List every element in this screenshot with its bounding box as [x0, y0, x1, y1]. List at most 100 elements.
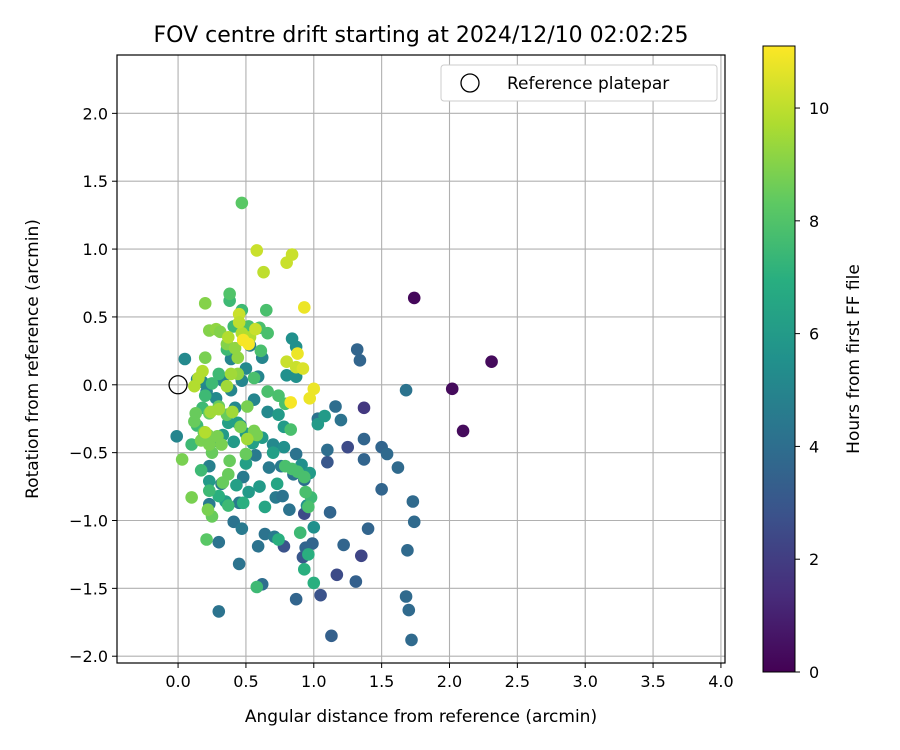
- x-tick-label: 0.5: [233, 672, 258, 691]
- x-tick-label: 3.0: [572, 672, 597, 691]
- scatter-point: [259, 303, 273, 317]
- scatter-point: [201, 503, 215, 516]
- scatter-point: [170, 430, 184, 443]
- colorbar-tick-label: 0: [809, 663, 819, 682]
- scatter-point: [250, 244, 264, 257]
- scatter-point: [239, 447, 253, 461]
- reference-marker: [168, 375, 188, 395]
- scatter-point: [212, 535, 226, 549]
- scatter-point: [216, 476, 230, 489]
- scatter-point: [202, 484, 216, 497]
- scatter-point: [226, 405, 239, 419]
- plot-frame: [116, 54, 726, 664]
- scatter-point: [297, 470, 311, 484]
- x-tick-label: 2.5: [505, 672, 530, 691]
- scatter-point: [350, 343, 364, 356]
- legend: Reference platepar: [440, 64, 718, 102]
- y-tick-label: −1.0: [69, 512, 108, 531]
- scatter-point: [296, 362, 310, 375]
- scatter-point: [266, 446, 280, 459]
- scatter-point: [257, 265, 270, 279]
- scatter-point: [405, 633, 418, 647]
- scatter-point: [375, 482, 388, 496]
- colorbar-label: Hours from first FF file: [844, 264, 864, 454]
- scatter-point: [407, 291, 421, 305]
- scatter-point: [230, 478, 243, 492]
- x-tick-label: 0.0: [165, 672, 190, 691]
- scatter-point: [236, 333, 250, 347]
- scatter-point: [289, 592, 303, 606]
- scatter-point: [253, 480, 266, 493]
- scatter-point: [262, 461, 276, 474]
- scatter-point: [212, 605, 226, 618]
- scatter-point: [391, 461, 405, 474]
- scatter-point: [249, 322, 262, 336]
- scatter-point: [293, 526, 307, 540]
- scatter-point: [221, 330, 235, 344]
- y-tick-label: 2.0: [83, 104, 108, 123]
- scatter-point: [204, 405, 217, 419]
- scatter-point: [399, 383, 413, 397]
- scatter-point: [303, 392, 317, 405]
- scatter-point: [321, 455, 334, 469]
- scatter-point: [232, 557, 246, 571]
- x-tick-label: 2.0: [437, 672, 462, 691]
- legend-box: [440, 64, 718, 102]
- scatter-point: [250, 428, 264, 442]
- legend-marker-icon: [460, 73, 480, 93]
- x-tick-label: 4.0: [708, 672, 733, 691]
- scatter-point: [185, 491, 198, 504]
- scatter-point: [349, 575, 363, 588]
- scatter-point: [291, 347, 304, 360]
- scatter-point: [307, 576, 321, 590]
- scatter-point: [318, 409, 331, 423]
- scatter-point: [456, 424, 470, 438]
- scatter-point: [334, 413, 348, 427]
- scatter-point: [323, 506, 337, 519]
- scatter-point: [399, 590, 413, 603]
- x-axis-ticks: 0.0 0.5 1.0 1.5 2.0 2.5 3.0 3.5 4.0: [165, 663, 734, 691]
- scatter-point: [307, 382, 321, 396]
- scatter-point: [299, 485, 312, 499]
- scatter-point: [198, 297, 212, 310]
- scatter-point: [354, 549, 368, 563]
- scatter-point: [223, 454, 236, 468]
- scatter-point: [189, 406, 203, 420]
- plot-area: [117, 55, 725, 663]
- scatter-point: [202, 438, 216, 451]
- scatter-point: [302, 500, 315, 514]
- scatter-point: [353, 354, 367, 367]
- scatter-point: [329, 400, 342, 413]
- scatter-point: [307, 520, 321, 534]
- scatter-point: [198, 351, 212, 364]
- scatter-point: [227, 435, 241, 449]
- scatter-point: [235, 522, 249, 535]
- scatter-point: [321, 443, 334, 457]
- scatter-point: [224, 367, 238, 381]
- scatter-point: [175, 453, 189, 466]
- scatter-point: [242, 485, 255, 499]
- y-tick-label: −1.5: [69, 579, 108, 598]
- scatter-point: [361, 522, 375, 535]
- chart-title: FOV centre drift starting at 2024/12/10 …: [154, 23, 689, 48]
- scatter-point: [314, 588, 327, 602]
- scatter-point: [240, 400, 254, 413]
- scatter-point: [212, 489, 226, 503]
- scatter-point: [280, 355, 293, 369]
- scatter-point: [261, 405, 274, 419]
- scatter-point: [198, 425, 212, 439]
- scatter-point: [196, 364, 209, 378]
- scatter-point: [202, 474, 216, 488]
- scatter-point: [261, 326, 274, 340]
- colorbar-ticks: 0 2 4 6 8 10: [795, 99, 829, 682]
- scatter-point: [249, 449, 262, 462]
- scatter-point: [178, 352, 192, 366]
- scatter-point: [235, 196, 249, 210]
- scatter-point: [194, 463, 208, 477]
- scatter-point: [357, 401, 371, 415]
- scatter-point: [240, 432, 254, 446]
- scatter-point: [407, 515, 421, 529]
- scatter-point: [380, 447, 394, 461]
- scatter-point: [232, 316, 246, 329]
